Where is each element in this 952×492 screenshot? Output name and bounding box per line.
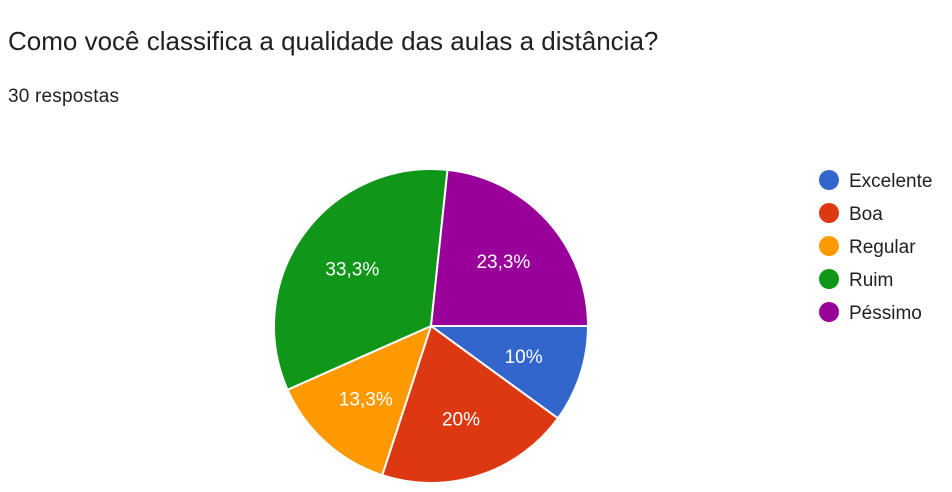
legend-swatch (819, 170, 839, 190)
legend-label: Excelente (849, 171, 932, 192)
legend-swatch (819, 269, 839, 289)
pie-slice-ruim[interactable] (273, 168, 449, 392)
pie-slice-excelente[interactable] (427, 325, 590, 420)
pie-slice-label: 33,3% (325, 260, 379, 281)
chart-legend: Excelente Boa Regular Ruim Péssimo (819, 170, 932, 324)
pie-slice-labels: 10% 20% 13,3% 33,3% 23,3% (325, 252, 542, 431)
question-title: Como você classifica a qualidade das aul… (8, 26, 659, 56)
legend-label: Regular (849, 237, 916, 258)
legend-label: Ruim (849, 270, 893, 291)
legend-item[interactable]: Boa (819, 203, 883, 225)
pie-slice-label: 10% (505, 347, 543, 368)
pie-slice-pessimo[interactable] (429, 168, 590, 327)
pie-slice-boa[interactable] (380, 324, 560, 484)
legend-item[interactable]: Regular (819, 236, 916, 258)
pie-slice-regular[interactable] (286, 324, 433, 477)
legend-swatch (819, 236, 839, 256)
legend-swatch (819, 302, 839, 322)
legend-label: Boa (849, 204, 883, 225)
legend-swatch (819, 203, 839, 223)
response-count: 30 respostas (8, 86, 120, 107)
legend-item[interactable]: Excelente (819, 170, 932, 192)
legend-label: Péssimo (849, 303, 922, 324)
legend-item[interactable]: Péssimo (819, 302, 922, 324)
pie-slice-label: 20% (442, 410, 480, 431)
legend-item[interactable]: Ruim (819, 269, 893, 291)
pie-slice-label: 13,3% (339, 389, 393, 410)
pie-slice-label: 23,3% (476, 252, 530, 273)
pie-slices (273, 168, 590, 484)
